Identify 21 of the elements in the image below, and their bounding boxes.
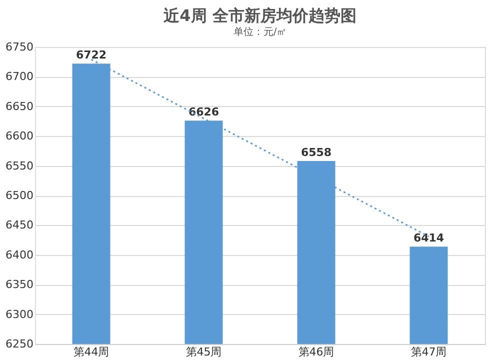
chart-title: 近4周 全市新房均价趋势图 [162, 6, 356, 25]
x-tick-label: 第45周 [186, 346, 222, 358]
data-label: 6626 [188, 106, 220, 119]
y-tick-label: 6600 [6, 130, 34, 143]
y-tick-label: 6350 [6, 278, 34, 292]
y-tick-label: 6550 [6, 159, 34, 172]
y-tick-label: 6700 [6, 70, 34, 84]
y-tick-label: 6500 [6, 189, 34, 202]
data-label: 6414 [413, 232, 444, 245]
y-tick-label: 6450 [6, 218, 34, 232]
data-label: 6722 [76, 48, 107, 62]
chart-subtitle: 单位：元/㎡ [233, 26, 287, 38]
y-tick-label: 6250 [6, 338, 34, 350]
y-tick-label: 6400 [6, 248, 34, 262]
y-tick-label: 6650 [6, 100, 34, 113]
data-label: 6558 [300, 146, 332, 160]
y-tick-label: 6750 [6, 40, 34, 54]
x-tick-label: 第44周 [73, 346, 110, 358]
x-tick-label: 第47周 [410, 346, 447, 358]
x-tick-label: 第46周 [298, 346, 334, 358]
y-tick-label: 6300 [6, 308, 34, 321]
